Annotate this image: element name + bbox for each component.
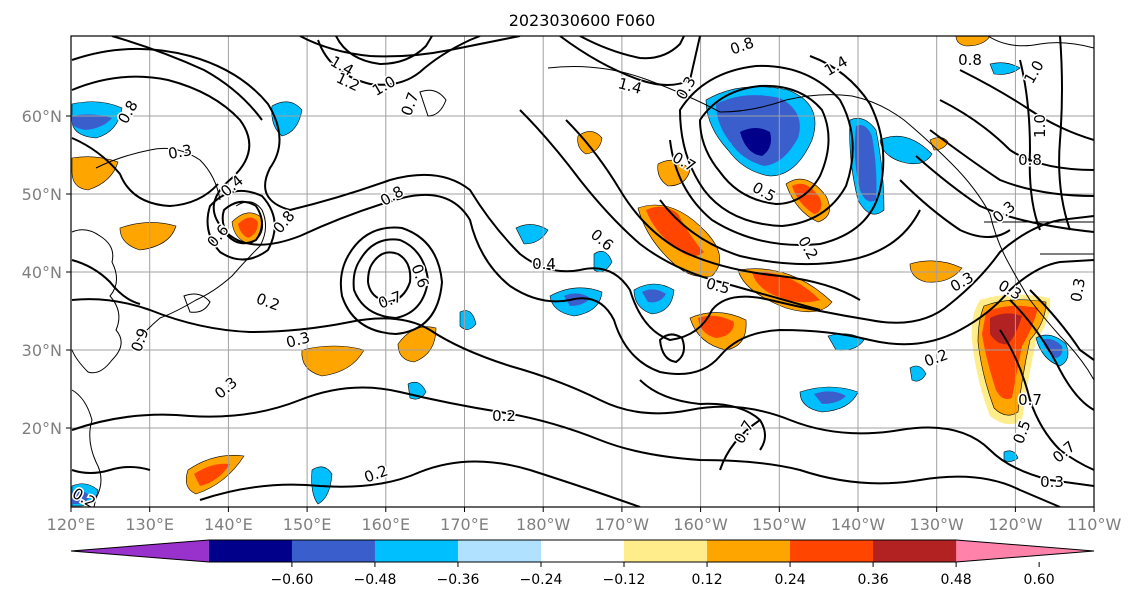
latitude-axis: 20°N 30°N 40°N 50°N 60°N xyxy=(22,107,71,438)
colorbar-tick-label: 0.12 xyxy=(691,572,722,588)
colorbar-tick-label: −0.60 xyxy=(270,572,313,588)
coastlines xyxy=(71,36,1094,507)
shade-negative-strong xyxy=(72,490,90,504)
colorbar-bin xyxy=(624,540,708,562)
colorbar-tick-label: 0.24 xyxy=(774,572,805,588)
colorbar-bin xyxy=(873,540,957,562)
shade-negative xyxy=(909,365,927,382)
shade-negative xyxy=(271,101,303,137)
lat-tick-label: 50°N xyxy=(22,185,62,204)
contour-label: 0.8 xyxy=(958,51,982,69)
colorbar-tick-label: −0.12 xyxy=(603,572,646,588)
lon-tick-label: 110°W xyxy=(1067,515,1122,534)
shade-positive-strong xyxy=(238,217,258,238)
colorbar-outline xyxy=(70,539,1095,563)
longitude-axis: 120°E 130°E 140°E 150°E 160°E 170°E 180°W 170°W… xyxy=(47,507,1122,534)
lat-tick-label: 20°N xyxy=(22,419,62,438)
graticule xyxy=(71,36,1094,507)
colorbar: −0.60 −0.48 −0.36 −0.24 −0.12 0.12 0.24 0.36 0.4… xyxy=(70,539,1095,588)
lon-tick-label: 180°W xyxy=(516,515,571,534)
contour-label: 1.0 xyxy=(1031,114,1049,138)
shade-positive-strong xyxy=(792,183,822,214)
colorbar-bin xyxy=(540,540,625,562)
shade-positive xyxy=(955,36,991,47)
shade-positive xyxy=(71,156,119,191)
lon-tick-label: 130°W xyxy=(910,515,965,534)
shade-negative-strong xyxy=(1042,338,1063,358)
lon-tick-label: 160°E xyxy=(361,515,410,534)
contour-label: 0.3 xyxy=(1067,277,1089,304)
lon-tick-label: 130°E xyxy=(125,515,174,534)
colorbar-bin xyxy=(457,540,542,562)
shade-negative xyxy=(1003,450,1019,462)
lat-tick-label: 40°N xyxy=(22,263,62,282)
lon-tick-label: 120°W xyxy=(988,515,1043,534)
shade-positive-stronger xyxy=(990,313,1022,345)
shade-positive-strong xyxy=(698,315,734,338)
shade-positive xyxy=(119,222,177,251)
shade-negative-stronger xyxy=(740,128,771,156)
colorbar-extend-high xyxy=(956,540,1094,562)
colorbar-tick-label: −0.36 xyxy=(437,572,480,588)
colorbar-bin xyxy=(208,540,293,562)
lat-tick-label: 60°N xyxy=(22,107,62,126)
shade-negative xyxy=(989,62,1021,75)
lon-tick-label: 170°W xyxy=(595,515,650,534)
contour-label: 0.4 xyxy=(532,255,556,273)
shade-negative xyxy=(593,251,613,273)
shade-positive-strong xyxy=(752,271,820,303)
contour-label: 0.8 xyxy=(1018,151,1042,169)
shade-negative-strong xyxy=(72,114,112,130)
shade-positive xyxy=(301,345,365,377)
shade-negative-strong xyxy=(814,391,846,404)
shade-negative xyxy=(879,136,933,165)
lat-tick-label: 30°N xyxy=(22,341,62,360)
lon-tick-label: 150°E xyxy=(283,515,332,534)
shaded-anomalies xyxy=(71,36,1069,507)
contour-label: 0.7 xyxy=(1018,391,1042,409)
map-panel: 0.80.30.40.6 0.80.20.30.30.60.70.91.2 1.01… xyxy=(68,32,1095,513)
contour-label: 0.2 xyxy=(492,407,516,425)
colorbar-bin xyxy=(707,540,791,562)
lon-tick-label: 140°E xyxy=(204,515,253,534)
colorbar-tick-label: −0.48 xyxy=(353,572,396,588)
colorbar-tick-label: −0.24 xyxy=(520,572,563,588)
contour-label: 0.3 xyxy=(1040,473,1064,491)
colorbar-tick-label: 0.48 xyxy=(941,572,972,588)
shade-positive-strong xyxy=(646,206,704,257)
contour-lines xyxy=(71,36,1094,507)
lon-tick-label: 160°W xyxy=(673,515,728,534)
shade-negative-strong xyxy=(642,289,666,303)
colorbar-bin xyxy=(374,540,459,562)
shade-negative xyxy=(515,224,549,245)
shade-positive-strong xyxy=(194,463,230,486)
colorbar-bin xyxy=(790,540,874,562)
contour-label: 0.3 xyxy=(167,141,194,163)
colorbar-tick-label: 0.36 xyxy=(858,572,889,588)
lon-tick-label: 150°W xyxy=(752,515,807,534)
lon-tick-label: 170°E xyxy=(440,515,489,534)
colorbar-extend-low xyxy=(71,540,209,562)
shade-positive xyxy=(577,131,603,155)
lon-tick-label: 140°W xyxy=(831,515,886,534)
colorbar-bin xyxy=(291,540,376,562)
colorbar-tick-label: 0.60 xyxy=(1024,572,1055,588)
shade-negative-strong xyxy=(564,293,590,306)
shade-negative-strong xyxy=(854,125,877,202)
figure-title: 2023030600 F060 xyxy=(509,11,656,30)
lon-tick-label: 120°E xyxy=(47,515,96,534)
